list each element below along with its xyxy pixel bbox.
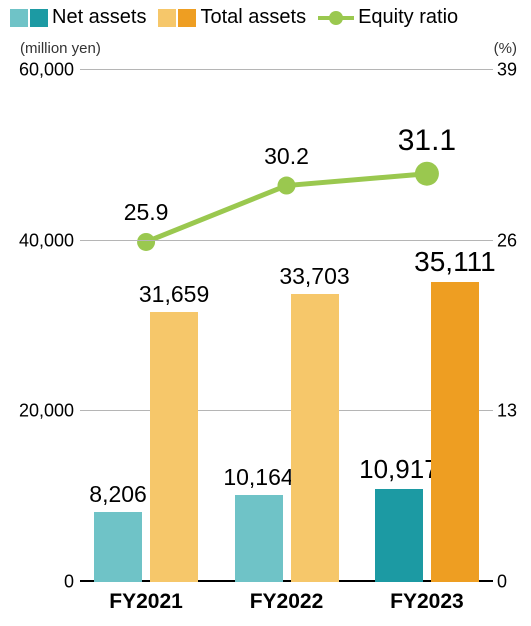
total-assets-value: 31,659 [104, 281, 244, 308]
right-axis-unit: (%) [494, 40, 517, 57]
y-left-tick: 40,000 [2, 230, 74, 251]
total-assets-bar [150, 312, 198, 582]
plot-area: 0020,0001340,0002660,000398,20631,659FY2… [80, 70, 493, 582]
grid-line [80, 240, 493, 241]
legend-equity-ratio: Equity ratio [358, 6, 458, 29]
total-assets-value: 33,703 [245, 263, 385, 290]
category-label: FY2023 [390, 590, 464, 614]
equity-ratio-value: 25.9 [124, 199, 169, 226]
equity-ratio-value: 30.2 [264, 143, 309, 170]
y-left-tick: 0 [2, 572, 74, 593]
legend-net-assets: Net assets [52, 6, 146, 29]
y-left-tick: 60,000 [2, 60, 74, 81]
assets-equity-chart: Net assets Total assets Equity ratio (mi… [0, 0, 531, 626]
total-assets-swatch [158, 9, 196, 27]
equity-ratio-marker [318, 9, 354, 27]
y-right-tick: 39 [497, 60, 531, 81]
total-assets-bar [431, 282, 479, 582]
legend-total-assets: Total assets [200, 6, 306, 29]
y-right-tick: 13 [497, 401, 531, 422]
y-left-tick: 20,000 [2, 401, 74, 422]
equity-ratio-point [137, 233, 155, 251]
equity-ratio-value: 31.1 [398, 124, 456, 158]
total-assets-bar [291, 294, 339, 582]
total-assets-value: 35,111 [385, 246, 525, 278]
net-assets-bar [235, 495, 283, 582]
equity-ratio-point [415, 162, 439, 186]
net-assets-bar [94, 512, 142, 582]
category-label: FY2021 [109, 590, 183, 614]
net-assets-bar [375, 489, 423, 582]
equity-ratio-point [278, 177, 296, 195]
left-axis-unit: (million yen) [20, 40, 101, 57]
net-assets-swatch [10, 9, 48, 27]
category-label: FY2022 [250, 590, 324, 614]
grid-line [80, 69, 493, 70]
y-right-tick: 0 [497, 572, 531, 593]
legend: Net assets Total assets Equity ratio [10, 6, 458, 29]
